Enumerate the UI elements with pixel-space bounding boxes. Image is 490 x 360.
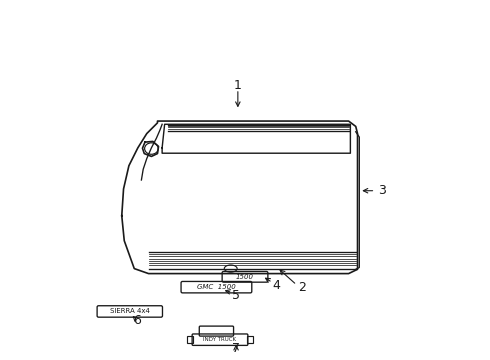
Text: 5: 5 [232,289,240,302]
Text: 4: 4 [272,279,280,292]
Text: GMC  1500: GMC 1500 [197,284,236,290]
Bar [247,337,253,343]
Bar [187,337,193,343]
Text: 1500: 1500 [236,274,254,280]
Text: 7: 7 [232,342,240,355]
Text: INDY TRUCK: INDY TRUCK [203,337,237,342]
Text: 1: 1 [234,79,242,92]
Text: 3: 3 [378,184,386,197]
Text: 6: 6 [133,314,141,327]
Text: 2: 2 [298,282,306,294]
Text: SIERRA 4x4: SIERRA 4x4 [110,309,150,314]
